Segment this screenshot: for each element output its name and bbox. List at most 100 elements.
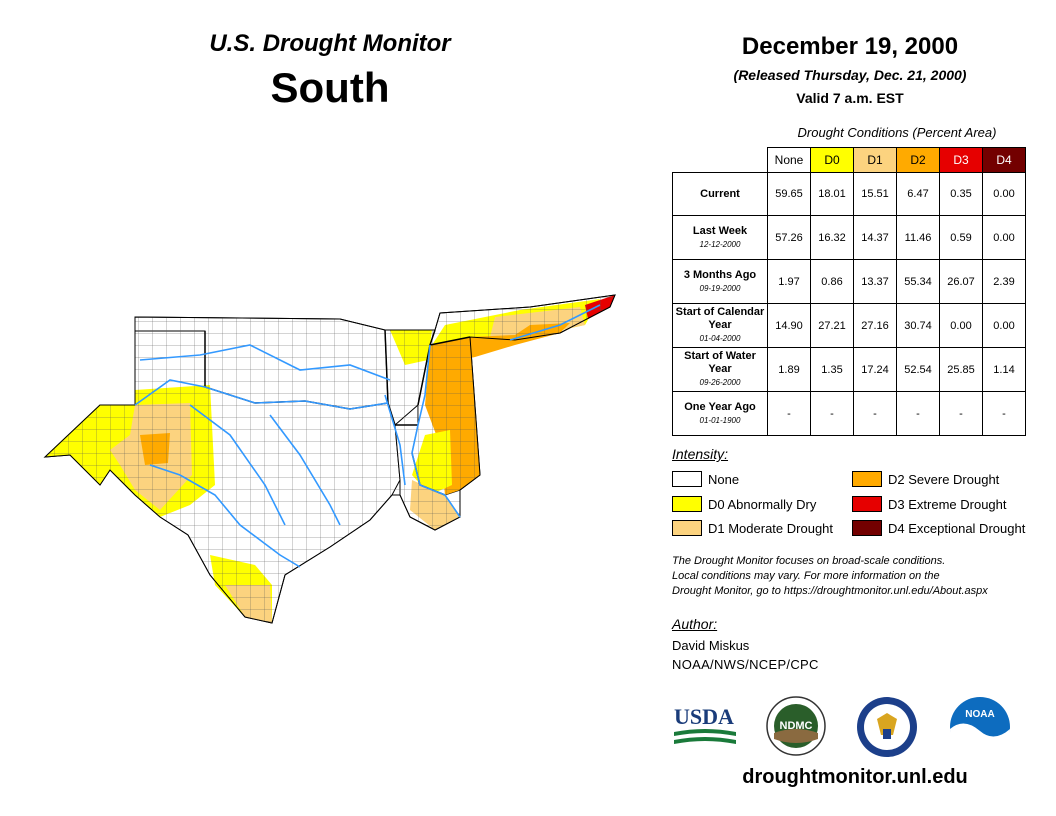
col-none: None [767, 147, 811, 173]
table-cell: 0.35 [939, 172, 983, 216]
table-cell: 14.37 [853, 215, 897, 260]
table-cell: 55.34 [896, 259, 940, 304]
table-cell: 52.54 [896, 347, 940, 392]
table-cell: 0.59 [939, 215, 983, 260]
table-cell: - [939, 391, 983, 436]
row-label-text: Last Week [692, 224, 748, 237]
row-label-text: Start of Water Year [684, 350, 756, 375]
row-label-date: 09-19-2000 [699, 283, 741, 293]
site-url[interactable]: droughtmonitor.unl.edu [742, 766, 968, 788]
drought-conditions-table: None D0 D1 D2 D3 D4 Current 59.65 18.01 … [672, 147, 1026, 436]
legend-swatch [852, 520, 882, 536]
legend-label: D1 Moderate Drought [708, 520, 834, 536]
col-d0: D0 [810, 147, 854, 173]
table-cell: 25.85 [939, 347, 983, 392]
table-row: Start of Calendar Year 01-04-2000 14.90 2… [672, 303, 1026, 348]
map-title: U.S. Drought Monitor [209, 30, 451, 57]
table-row: Start of Water Year 09-26-2000 1.89 1.35 … [672, 347, 1026, 392]
note-line: The Drought Monitor focuses on broad-sca… [672, 555, 946, 567]
table-cell: 0.00 [939, 303, 983, 348]
row-label-text: 3 Months Ago [683, 268, 757, 281]
table-row: Last Week 12-12-2000 57.26 16.32 14.37 11… [672, 215, 1026, 260]
row-label: Current [672, 172, 768, 216]
legend-label: None [708, 471, 740, 487]
legend-label: D3 Extreme Drought [888, 496, 1007, 512]
legend-title: Intensity: [672, 446, 729, 462]
legend-item-d0: D0 Abnormally Dry [672, 495, 816, 513]
table-cell: 26.07 [939, 259, 983, 304]
row-label-date: 09-26-2000 [699, 378, 741, 387]
region-title: South [270, 64, 390, 111]
legend-swatch [672, 496, 702, 512]
col-d3: D3 [939, 147, 983, 173]
table-cell: 1.89 [767, 347, 811, 392]
table-cell: 59.65 [767, 172, 811, 216]
legend-swatch [852, 471, 882, 487]
row-label-text: Start of Calendar Year [675, 306, 765, 331]
row-label-date: 12-12-2000 [699, 239, 741, 249]
legend-swatch [852, 496, 882, 512]
table-cell: 14.90 [767, 303, 811, 348]
row-label-text: One Year Ago [684, 400, 756, 413]
row-label: One Year Ago 01-01-1900 [672, 391, 768, 436]
table-cell: 57.26 [767, 215, 811, 260]
row-label-date: 01-04-2000 [699, 334, 741, 343]
author-name: David Miskus [672, 638, 750, 653]
table-cell: 13.37 [853, 259, 897, 304]
usda-logo-text: USDA [674, 704, 734, 729]
table-cell: - [853, 391, 897, 436]
row-label: Last Week 12-12-2000 [672, 215, 768, 260]
release-date: (Released Thursday, Dec. 21, 2000) [733, 67, 967, 83]
legend-label: D2 Severe Drought [888, 471, 1000, 487]
note-line: Local conditions may vary. For more info… [672, 570, 940, 582]
table-cell: 27.21 [810, 303, 854, 348]
ndmc-logo: NDMC [766, 696, 826, 756]
table-cell: 1.14 [982, 347, 1026, 392]
table-cell: 0.00 [982, 303, 1026, 348]
col-d4: D4 [982, 147, 1026, 173]
row-label: Start of Water Year 09-26-2000 [672, 347, 768, 392]
col-d2: D2 [896, 147, 940, 173]
table-cell: 1.35 [810, 347, 854, 392]
table-corner [672, 147, 768, 173]
legend-swatch [672, 520, 702, 536]
legend-label: D0 Abnormally Dry [708, 496, 817, 512]
row-label: 3 Months Ago 09-19-2000 [672, 259, 768, 304]
table-row: 3 Months Ago 09-19-2000 1.97 0.86 13.37 5… [672, 259, 1026, 304]
note-line: Drought Monitor, go to https://droughtmo… [672, 585, 988, 597]
drought-map [43, 294, 616, 624]
legend-item-d1: D1 Moderate Drought [672, 519, 833, 537]
table-cell: 0.00 [982, 215, 1026, 260]
noaa-logo: NOAA [950, 697, 1010, 759]
table-cell: - [810, 391, 854, 436]
noaa-logo-text: NOAA [965, 709, 994, 720]
legend-swatch [672, 471, 702, 487]
table-caption: Drought Conditions (Percent Area) [797, 125, 997, 140]
col-d1: D1 [853, 147, 897, 173]
table-cell: 18.01 [810, 172, 854, 216]
table-cell: 11.46 [896, 215, 940, 260]
row-label-date: 01-01-1900 [699, 415, 741, 425]
table-cell: 1.97 [767, 259, 811, 304]
table-row: One Year Ago 01-01-1900 - - - - - - [672, 391, 1026, 436]
map-date: December 19, 2000 [741, 33, 959, 60]
legend-item-d4: D4 Exceptional Drought [852, 519, 1025, 537]
table-cell: - [767, 391, 811, 436]
commerce-seal-logo [857, 697, 917, 757]
legend-item-d3: D3 Extreme Drought [852, 495, 1007, 513]
disclaimer-note: The Drought Monitor focuses on broad-sca… [672, 554, 1042, 599]
usda-logo: USDA [674, 704, 736, 744]
row-label-text: Current [700, 187, 740, 200]
ndmc-logo-text: NDMC [780, 720, 813, 732]
table-cell: 6.47 [896, 172, 940, 216]
table-cell: 30.74 [896, 303, 940, 348]
valid-time: Valid 7 a.m. EST [796, 90, 904, 106]
table-cell: 0.86 [810, 259, 854, 304]
legend-item-d2: D2 Severe Drought [852, 470, 999, 488]
legend-item-none: None [672, 470, 739, 488]
table-cell: 17.24 [853, 347, 897, 392]
table-cell: 27.16 [853, 303, 897, 348]
author-title: Author: [672, 616, 718, 632]
legend-label: D4 Exceptional Drought [888, 520, 1026, 536]
table-cell: 2.39 [982, 259, 1026, 304]
